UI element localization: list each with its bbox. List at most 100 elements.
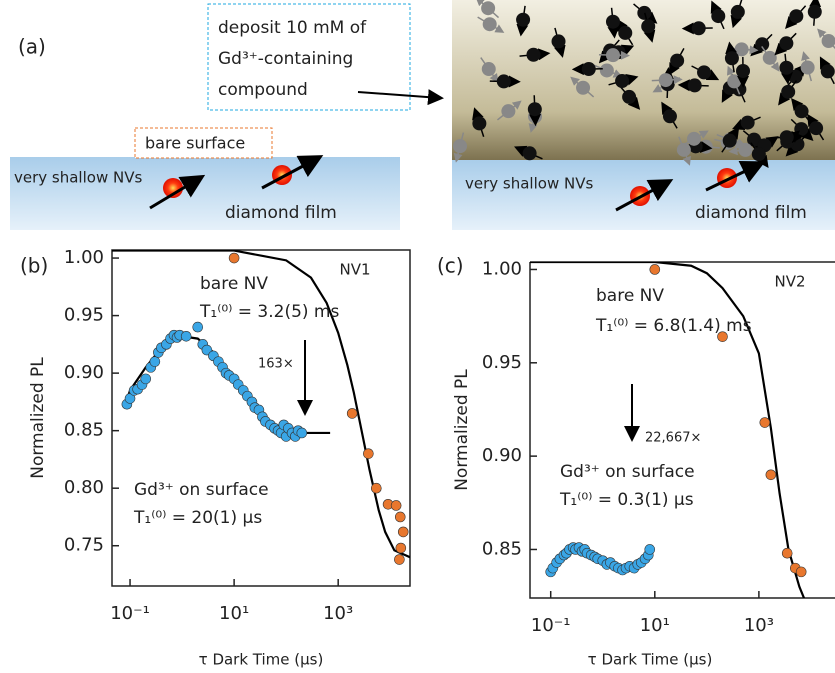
gd-ion xyxy=(722,133,737,148)
gd-ion xyxy=(807,4,822,19)
y-tick-label: 0.95 xyxy=(482,352,522,373)
x-tick-label: 10⁻¹ xyxy=(110,603,150,624)
y-tick-label: 0.80 xyxy=(64,477,104,498)
data-point xyxy=(395,542,407,554)
data-point xyxy=(644,544,656,555)
y-tick-label: 0.95 xyxy=(64,305,104,326)
gd-ion xyxy=(779,60,794,75)
gd-ion xyxy=(453,139,468,154)
annotation: bare NV xyxy=(596,286,664,306)
deposit-line: Gd³⁺-containing xyxy=(218,49,353,69)
x-tick-label: 10¹ xyxy=(219,603,249,624)
gd-ion xyxy=(481,62,496,77)
gd-ion xyxy=(605,14,620,29)
y-axis-label: Normalized PL xyxy=(28,357,48,479)
molecules xyxy=(453,0,835,169)
data-point xyxy=(717,331,728,342)
annotation: Gd³⁺ on surface xyxy=(134,480,269,500)
panel-label: (a) xyxy=(18,35,46,59)
data-point xyxy=(363,448,374,459)
annotation: T₁⁽⁰⁾ = 0.3(1) µs xyxy=(559,490,694,510)
annotation: 163× xyxy=(258,357,294,372)
gd-ion xyxy=(496,74,511,89)
gd-ion xyxy=(711,9,726,24)
annotation: Gd³⁺ on surface xyxy=(560,462,695,482)
gd-ion xyxy=(501,104,516,119)
annotation: T₁⁽⁰⁾ = 6.8(1.4) ms xyxy=(595,316,752,336)
annotation: T₁⁽⁰⁾ = 20(1) µs xyxy=(133,508,262,528)
gd-ion xyxy=(686,131,701,146)
gd-ion xyxy=(599,63,614,78)
gd-ion xyxy=(481,1,496,16)
gd-ion xyxy=(781,84,796,99)
gd-ion xyxy=(605,48,620,63)
panel-label: (b) xyxy=(20,254,48,278)
gd-ion xyxy=(779,36,794,51)
deposit-line: deposit 10 mM of xyxy=(218,18,367,38)
y-axis-label: Normalized PL xyxy=(452,369,472,491)
plot-area xyxy=(530,262,807,598)
x-tick-label: 10⁻¹ xyxy=(531,615,571,636)
y-tick-label: 0.85 xyxy=(482,538,522,559)
gd-ion xyxy=(740,115,755,130)
axis-frame xyxy=(111,249,411,587)
gd-ion xyxy=(662,109,677,124)
gd-ion xyxy=(670,53,685,68)
data-point xyxy=(394,511,406,523)
data-point xyxy=(795,566,807,578)
gd-ion xyxy=(641,19,656,34)
data-point xyxy=(765,469,777,481)
gd-ion xyxy=(691,21,706,36)
data-point xyxy=(397,526,409,538)
data-point xyxy=(649,264,661,275)
x-tick-label: 10³ xyxy=(323,603,353,624)
gd-ion xyxy=(736,63,751,78)
plot-area xyxy=(112,250,410,565)
gd-ion xyxy=(615,74,630,89)
data-point xyxy=(192,321,204,333)
x-axis-label: τ Dark Time (µs) xyxy=(588,651,713,669)
bare-surface: bare surface xyxy=(145,134,245,153)
data-point xyxy=(394,554,405,565)
y-tick-label: 0.90 xyxy=(64,362,104,383)
deposit-box xyxy=(207,3,411,111)
gd-ion xyxy=(676,142,691,157)
gd-ion xyxy=(794,104,809,119)
gd-ion xyxy=(516,12,531,27)
data-point xyxy=(370,482,382,494)
panel-label: (c) xyxy=(437,254,464,278)
gd-ion xyxy=(551,34,566,49)
gd-ion xyxy=(527,102,542,117)
film-label: diamond film xyxy=(225,203,337,223)
gd-ion xyxy=(751,147,766,162)
gd-ion xyxy=(526,47,541,62)
gd-ion xyxy=(581,62,596,77)
annotation: T₁⁽⁰⁾ = 3.2(5) ms xyxy=(199,302,339,322)
x-tick-label: 10¹ xyxy=(640,615,670,636)
gd-ion xyxy=(472,116,487,131)
gd-ion xyxy=(809,121,824,136)
gd-ion xyxy=(658,73,673,88)
bare-box xyxy=(134,127,273,159)
gd-ion xyxy=(724,51,739,66)
nv-label: very shallow NVs xyxy=(465,175,593,193)
annotation: NV2 xyxy=(774,273,805,291)
gd-ion xyxy=(618,25,633,40)
gd-ion xyxy=(730,4,745,19)
gd-ion xyxy=(789,9,804,24)
gd-ion xyxy=(734,42,749,57)
data-point xyxy=(140,373,152,385)
data-point xyxy=(149,356,161,367)
data-point xyxy=(781,547,793,559)
x-axis-label: τ Dark Time (µs) xyxy=(199,651,324,669)
gd-ion xyxy=(687,78,702,93)
annotation: 22,667× xyxy=(645,431,701,446)
gd-ion xyxy=(800,60,815,75)
film-label: diamond film xyxy=(695,203,807,223)
nv-label: very shallow NVs xyxy=(14,169,142,187)
gd-ion xyxy=(522,146,537,161)
gd-ion xyxy=(576,80,591,95)
gd-ion xyxy=(697,65,712,80)
gd-ion xyxy=(762,50,777,65)
